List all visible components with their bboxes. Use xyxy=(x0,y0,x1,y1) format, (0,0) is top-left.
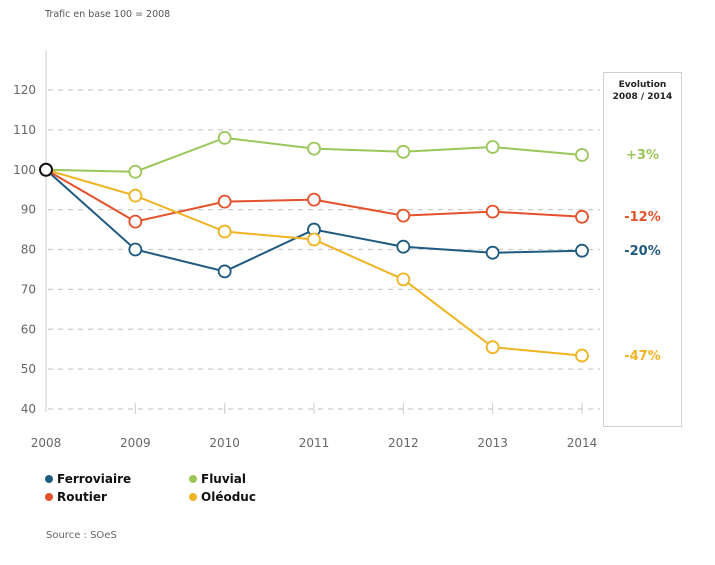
point-ferroviaire-2009 xyxy=(128,242,143,257)
point-ferroviaire-2012 xyxy=(396,239,411,254)
y-tick-label-80: 80 xyxy=(21,243,36,257)
y-tick-label-110: 110 xyxy=(13,123,36,137)
point-fluvial-2014 xyxy=(575,148,589,162)
point-ferroviaire-2010 xyxy=(217,264,232,279)
legend-dot-fluvial xyxy=(189,475,197,483)
point-base-2008 xyxy=(39,162,53,177)
series-lines xyxy=(45,136,583,357)
evolution-box: Evolution 2008 / 2014 +3% -12% -20% -47% xyxy=(603,72,682,427)
y-tick-label-90: 90 xyxy=(21,203,36,217)
point-oloduc-2014 xyxy=(575,348,589,363)
legend-item-ferroviaire: Ferroviaire xyxy=(45,472,131,486)
point-fluvial-2013 xyxy=(485,140,500,154)
series-points xyxy=(39,130,589,363)
legend-dot-ferroviaire xyxy=(45,475,53,483)
x-tick-label-2011: 2011 xyxy=(299,436,330,450)
x-tick-label-2008: 2008 xyxy=(31,436,62,450)
point-oloduc-2013 xyxy=(485,340,500,355)
point-routier-2011 xyxy=(307,192,321,207)
point-routier-2010 xyxy=(217,194,232,209)
legend-dot-routier xyxy=(45,493,53,501)
legend-item-oleoduc: Oléoduc xyxy=(189,490,256,504)
point-oloduc-2010 xyxy=(217,224,232,239)
x-tick-label-2012: 2012 xyxy=(388,436,419,450)
y-tick-labels: 40 50 60 70 80 90 100 110 120 xyxy=(13,83,36,416)
legend-item-fluvial: Fluvial xyxy=(189,472,246,486)
legend-item-routier: Routier xyxy=(45,490,107,504)
y-tick-label-60: 60 xyxy=(21,322,36,336)
x-tick-labels: 2008 2009 2010 2011 2012 2013 2014 xyxy=(31,436,598,450)
y-tick-label-40: 40 xyxy=(21,402,36,416)
source-note: Source : SOeS xyxy=(46,530,117,541)
evolution-value-ferroviaire: -20% xyxy=(624,243,661,259)
y-tick-label-100: 100 xyxy=(13,163,36,177)
point-ferroviaire-2014 xyxy=(575,243,589,258)
legend-label-oleoduc: Oléoduc xyxy=(201,490,256,504)
point-routier-2012 xyxy=(396,208,411,223)
evolution-title: Evolution 2008 / 2014 xyxy=(604,79,681,103)
evolution-value-fluvial: +3% xyxy=(626,147,659,163)
point-fluvial-2011 xyxy=(307,141,321,156)
x-tick-label-2013: 2013 xyxy=(477,436,508,450)
chart-subtitle: Trafic en base 100 = 2008 xyxy=(45,9,171,20)
axes xyxy=(45,50,583,414)
legend-label-fluvial: Fluvial xyxy=(201,472,246,486)
y-tick-label-50: 50 xyxy=(21,362,36,376)
legend-dot-oleoduc xyxy=(189,493,197,501)
evolution-title-line1: Evolution xyxy=(618,80,667,90)
point-routier-2014 xyxy=(575,209,589,224)
point-fluvial-2009 xyxy=(128,164,143,179)
point-routier-2009 xyxy=(128,214,143,229)
evolution-value-routier: -12% xyxy=(624,209,661,225)
x-tick-label-2014: 2014 xyxy=(567,436,598,450)
point-fluvial-2010 xyxy=(217,130,232,145)
point-fluvial-2012 xyxy=(396,144,411,159)
point-oloduc-2012 xyxy=(396,272,411,287)
point-oloduc-2009 xyxy=(128,188,143,203)
x-tick-label-2009: 2009 xyxy=(120,436,151,450)
evolution-value-oloduc: -47% xyxy=(624,348,661,364)
y-tick-label-70: 70 xyxy=(21,282,36,296)
point-oloduc-2011 xyxy=(307,232,321,247)
legend-label-ferroviaire: Ferroviaire xyxy=(57,472,132,486)
legend-label-routier: Routier xyxy=(57,490,107,504)
y-tick-label-120: 120 xyxy=(13,83,36,97)
point-ferroviaire-2013 xyxy=(485,245,500,260)
evolution-title-line2: 2008 / 2014 xyxy=(612,92,673,102)
point-routier-2013 xyxy=(485,204,500,219)
x-tick-label-2010: 2010 xyxy=(209,436,240,450)
series-line-ferroviaire xyxy=(45,169,583,273)
